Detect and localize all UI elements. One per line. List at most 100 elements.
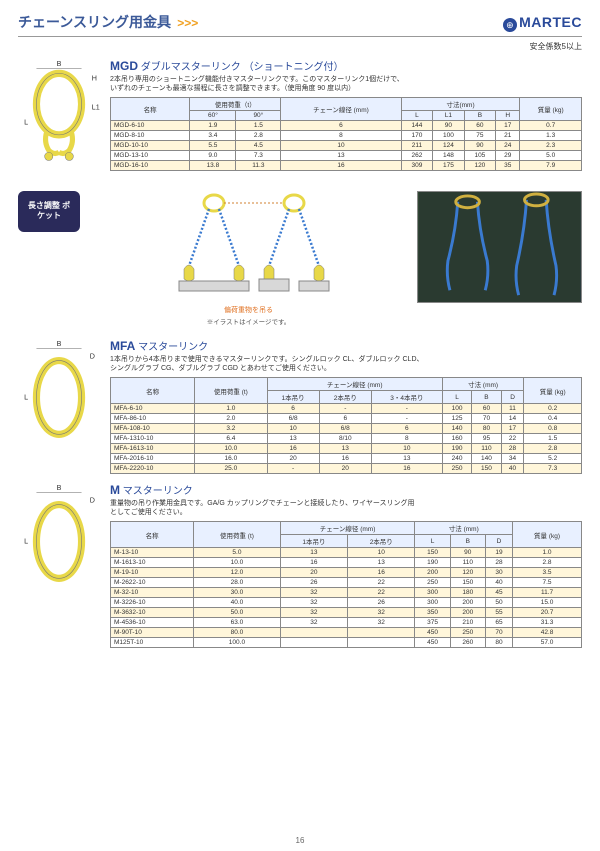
th-h: H bbox=[496, 111, 520, 121]
table-cell: MFA-2016-10 bbox=[111, 454, 195, 464]
table-cell: 11 bbox=[501, 404, 524, 414]
table-cell: 13 bbox=[281, 151, 401, 161]
table-cell: 140 bbox=[442, 424, 471, 434]
table-cell: 6 bbox=[281, 121, 401, 131]
table-cell: 50.0 bbox=[194, 608, 281, 618]
table-cell: 3.5 bbox=[513, 568, 582, 578]
table-cell: MGD-10-10 bbox=[111, 141, 190, 151]
table-row: M-90T-1080.04502507042.8 bbox=[111, 628, 582, 638]
table-cell: 150 bbox=[472, 464, 501, 474]
header: チェーンスリング用金具 >>> ⊕ MARTEC bbox=[18, 12, 582, 37]
mfa-th-l: L bbox=[442, 391, 471, 404]
table-cell: 2.8 bbox=[524, 444, 582, 454]
table-cell: 175 bbox=[433, 161, 464, 171]
table-cell: 2.8 bbox=[236, 131, 281, 141]
mgd-table: 名称 使用荷重（t） チェーン線径 (mm) 寸法(mm) 質量 (kg) 60… bbox=[110, 97, 582, 171]
mgd-section: B H L1 L MGD ダブルマスターリンク （ショートニング付） 2本吊り専… bbox=[18, 58, 582, 183]
table-cell: 70 bbox=[472, 414, 501, 424]
table-cell: 9.0 bbox=[190, 151, 236, 161]
mgd-code: MGD bbox=[110, 59, 138, 73]
table-cell: 21 bbox=[496, 131, 520, 141]
m-th-l: L bbox=[415, 535, 450, 548]
table-cell: 200 bbox=[450, 608, 485, 618]
page-number: 16 bbox=[296, 836, 305, 845]
table-cell: M-3632-10 bbox=[111, 608, 194, 618]
table-cell: 1.3 bbox=[520, 131, 582, 141]
table-cell: 16 bbox=[371, 464, 442, 474]
table-cell: 6/8 bbox=[319, 424, 371, 434]
mgd-content: MGD ダブルマスターリンク （ショートニング付） 2本吊り専用のショートニング… bbox=[110, 58, 582, 183]
mgd-paren: （ショートニング付） bbox=[244, 62, 344, 73]
table-cell: 25.0 bbox=[195, 464, 267, 474]
mgd-jp-name: ダブルマスターリンク bbox=[141, 62, 241, 73]
table-cell: 144 bbox=[401, 121, 432, 131]
table-cell: 5.5 bbox=[190, 141, 236, 151]
table-cell: 2.3 bbox=[520, 141, 582, 151]
mfa-title: MFA マスターリンク bbox=[110, 338, 582, 353]
table-cell: 8 bbox=[281, 131, 401, 141]
table-cell: 13 bbox=[267, 434, 319, 444]
table-cell: M-3226-10 bbox=[111, 598, 194, 608]
table-cell: 95 bbox=[472, 434, 501, 444]
table-cell: 5.0 bbox=[520, 151, 582, 161]
m-jp-name: マスターリンク bbox=[123, 486, 193, 497]
table-cell: 4.5 bbox=[236, 141, 281, 151]
table-row: M-19-1012.02016200120303.5 bbox=[111, 568, 582, 578]
table-cell: 5.2 bbox=[524, 454, 582, 464]
table-row: MGD-10-105.54.51021112490242.3 bbox=[111, 141, 582, 151]
product-photo bbox=[417, 191, 582, 303]
mfa-th-load: 使用荷重 (t) bbox=[195, 378, 267, 404]
mfa-desc2: シングルグラブ CG、ダブルグラブ CGD とあわせてご使用ください。 bbox=[110, 364, 582, 373]
table-cell: 200 bbox=[450, 598, 485, 608]
m-dim-b: B bbox=[57, 484, 62, 492]
table-cell: 20 bbox=[267, 454, 319, 464]
table-cell: 50 bbox=[485, 598, 512, 608]
dim-l1: L1 bbox=[92, 103, 100, 111]
table-cell: 250 bbox=[450, 628, 485, 638]
table-cell: 32 bbox=[348, 608, 415, 618]
table-cell bbox=[348, 628, 415, 638]
table-cell: 100 bbox=[442, 404, 471, 414]
table-cell: 80 bbox=[485, 638, 512, 648]
table-row: MFA-6-101.06--10060110.2 bbox=[111, 404, 582, 414]
table-cell: 90 bbox=[464, 141, 495, 151]
mfa-ring-diagram: B D L bbox=[18, 338, 100, 451]
mgd-desc1: 2本吊り専用のショートニング機能付きマスターリンクです。このマスターリンク1個だ… bbox=[110, 75, 582, 84]
table-cell: 6/8 bbox=[267, 414, 319, 424]
table-cell: 5.0 bbox=[194, 548, 281, 558]
table-cell: 260 bbox=[450, 638, 485, 648]
table-row: MGD-16-1013.811.316309175120357.9 bbox=[111, 161, 582, 171]
table-cell: 6 bbox=[267, 404, 319, 414]
table-cell: 13 bbox=[348, 558, 415, 568]
m-th-d: D bbox=[485, 535, 512, 548]
table-cell: MFA-6-10 bbox=[111, 404, 195, 414]
mfa-th-d: D bbox=[501, 391, 524, 404]
m-th-c1: 1本吊り bbox=[280, 535, 347, 548]
mgd-diagram: B H L1 L bbox=[18, 58, 100, 183]
table-cell: 0.7 bbox=[520, 121, 582, 131]
table-cell: 26 bbox=[280, 578, 347, 588]
mgd-title: MGD ダブルマスターリンク （ショートニング付） bbox=[110, 58, 582, 73]
table-row: MFA-2016-1016.0201613240140345.2 bbox=[111, 454, 582, 464]
table-cell: M-32-10 bbox=[111, 588, 194, 598]
table-cell: 17 bbox=[496, 121, 520, 131]
pocket-bubble: 長さ調整 ポケット bbox=[18, 191, 80, 232]
table-cell: 7.9 bbox=[520, 161, 582, 171]
table-cell: 0.4 bbox=[524, 414, 582, 424]
mfa-section: B D L MFA マスターリンク 1本吊りから4本吊りまで使用できるマスターリ… bbox=[18, 338, 582, 474]
m-th-name: 名称 bbox=[111, 522, 194, 548]
mfa-th-c1: 1本吊り bbox=[267, 391, 319, 404]
table-cell: 190 bbox=[415, 558, 450, 568]
table-cell: 13 bbox=[319, 444, 371, 454]
table-cell: MGD-6-10 bbox=[111, 121, 190, 131]
table-cell: 10 bbox=[371, 444, 442, 454]
table-cell: 309 bbox=[401, 161, 432, 171]
illus-caption: 偏荷重物を吊る bbox=[88, 305, 409, 315]
mfa-th-c2: 2本吊り bbox=[319, 391, 371, 404]
table-cell: 10 bbox=[348, 548, 415, 558]
table-cell: MGD-16-10 bbox=[111, 161, 190, 171]
table-row: MGD-13-109.07.313262148105295.0 bbox=[111, 151, 582, 161]
illus-note: ※イラストはイメージです。 bbox=[88, 316, 409, 326]
table-cell: 14 bbox=[501, 414, 524, 424]
mfa-content: MFA マスターリンク 1本吊りから4本吊りまで使用できるマスターリンクです。シ… bbox=[110, 338, 582, 474]
